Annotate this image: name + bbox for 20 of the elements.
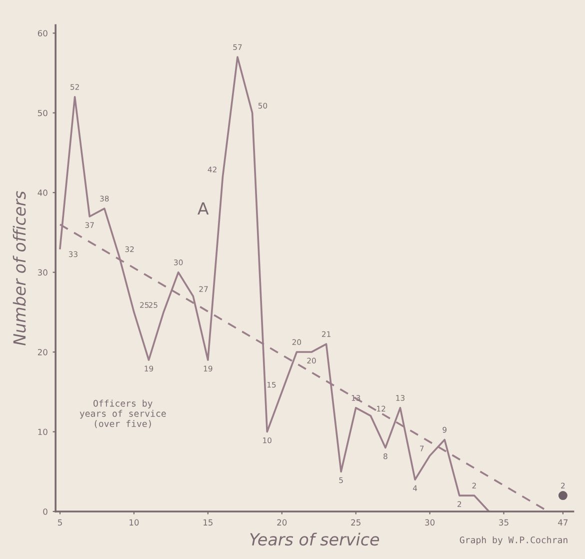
- annotation: Officers by years of service (over five): [80, 400, 166, 428]
- x-tick-label: 20: [277, 519, 287, 526]
- y-tick-label: 50: [38, 110, 48, 116]
- annotation: A: [198, 202, 209, 215]
- x-tick-label: 30: [425, 519, 435, 526]
- x-tick-label: 35: [499, 519, 508, 526]
- x-tick-label: 10: [130, 519, 139, 526]
- x-axis-title: Years of service: [250, 532, 380, 546]
- x-tick-label: 25: [351, 519, 360, 526]
- x-tick-label: 47: [558, 519, 568, 526]
- text: Graph by W.P.Cochran: [460, 536, 568, 546]
- y-tick-label: 30: [38, 269, 48, 276]
- y-tick-label: 60: [38, 30, 48, 36]
- y-tick-label: 20: [38, 349, 48, 356]
- y-tick-label: 40: [38, 190, 48, 196]
- y-tick-label: 10: [38, 428, 48, 436]
- y-axis-title: Number of officers: [12, 191, 26, 346]
- x-tick-label: 5: [58, 519, 62, 526]
- y-tick-label: 0: [43, 508, 48, 515]
- x-tick-label: 15: [204, 519, 213, 526]
